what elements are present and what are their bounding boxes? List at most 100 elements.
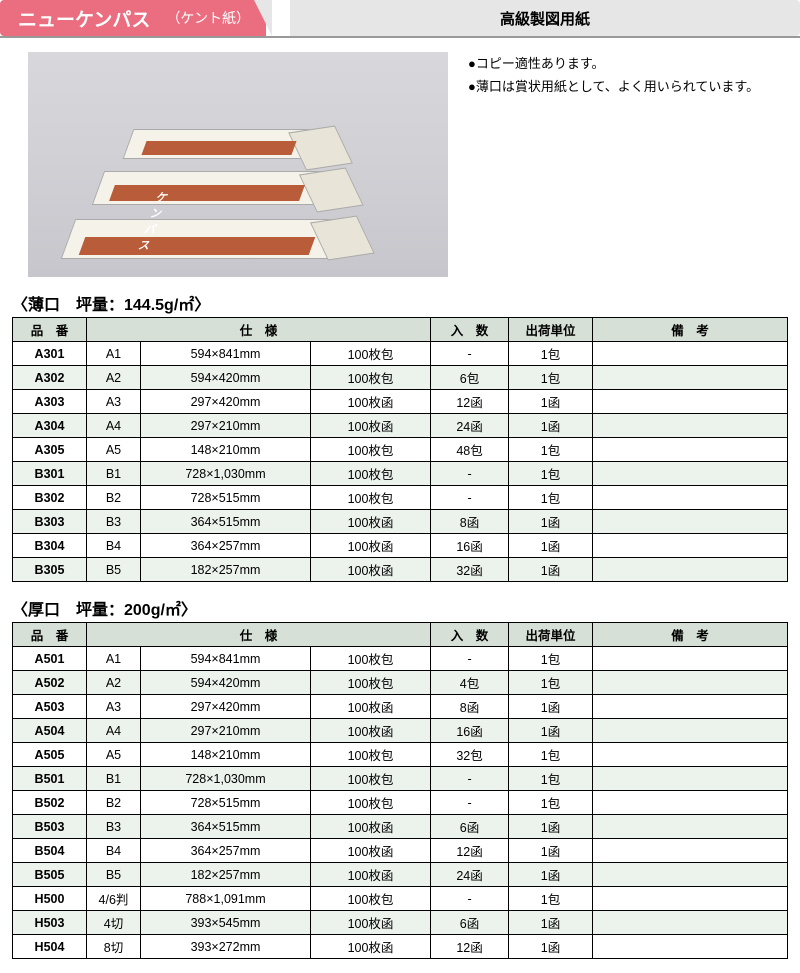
cell-dim: 148×210mm <box>141 743 311 767</box>
col-spec: 仕 様 <box>87 318 431 342</box>
cell-code: A305 <box>13 438 87 462</box>
cell-code: A301 <box>13 342 87 366</box>
table-row: A501A1594×841mm100枚包-1包 <box>13 647 788 671</box>
cell-size: A2 <box>87 366 141 390</box>
cell-size: A3 <box>87 390 141 414</box>
table-row: B304B4364×257mm100枚函16函1函 <box>13 534 788 558</box>
cell-size: A3 <box>87 695 141 719</box>
cell-size: B3 <box>87 510 141 534</box>
cell-ship: 1包 <box>509 791 593 815</box>
cell-ship: 1函 <box>509 510 593 534</box>
cell-dim: 364×515mm <box>141 815 311 839</box>
cell-note <box>593 767 788 791</box>
col-code: 品 番 <box>13 318 87 342</box>
cell-dim: 594×841mm <box>141 647 311 671</box>
cell-dim: 148×210mm <box>141 438 311 462</box>
cell-dim: 297×210mm <box>141 719 311 743</box>
top-section: ケンパス ●コピー適性あります。 ●薄口は賞状用紙として、よく用いられています。 <box>0 52 800 287</box>
cell-note <box>593 815 788 839</box>
col-qty: 入 数 <box>431 318 509 342</box>
cell-note <box>593 534 788 558</box>
cell-dim: 182×257mm <box>141 558 311 582</box>
cell-ship: 1包 <box>509 671 593 695</box>
cell-ship: 1包 <box>509 767 593 791</box>
cell-note <box>593 414 788 438</box>
cell-qty: 6函 <box>431 815 509 839</box>
col-note: 備 考 <box>593 623 788 647</box>
cell-ship: 1函 <box>509 558 593 582</box>
cell-qty: - <box>431 647 509 671</box>
cell-pack: 100枚函 <box>311 719 431 743</box>
table-row: B301B1728×1,030mm100枚包-1包 <box>13 462 788 486</box>
cell-ship: 1函 <box>509 390 593 414</box>
cell-pack: 100枚函 <box>311 695 431 719</box>
cell-dim: 297×210mm <box>141 414 311 438</box>
cell-qty: 24函 <box>431 414 509 438</box>
cell-dim: 728×515mm <box>141 486 311 510</box>
cell-ship: 1包 <box>509 438 593 462</box>
cell-qty: 8函 <box>431 695 509 719</box>
cell-code: A505 <box>13 743 87 767</box>
cell-size: A4 <box>87 719 141 743</box>
cell-pack: 100枚函 <box>311 414 431 438</box>
cell-size: B4 <box>87 534 141 558</box>
cell-dim: 297×420mm <box>141 390 311 414</box>
cell-pack: 100枚包 <box>311 671 431 695</box>
spec-tables: 〈薄口 坪量：144.5g/㎡〉品 番仕 様入 数出荷単位備 考A301A159… <box>0 291 800 959</box>
cell-size: A5 <box>87 438 141 462</box>
table-row: A504A4297×210mm100枚函16函1函 <box>13 719 788 743</box>
cell-dim: 182×257mm <box>141 863 311 887</box>
cell-code: B301 <box>13 462 87 486</box>
cell-dim: 297×420mm <box>141 695 311 719</box>
table-row: A303A3297×420mm100枚函12函1函 <box>13 390 788 414</box>
cell-dim: 788×1,091mm <box>141 887 311 911</box>
cell-size: 4切 <box>87 911 141 935</box>
cell-dim: 594×841mm <box>141 342 311 366</box>
cell-size: B1 <box>87 462 141 486</box>
spec-table: 品 番仕 様入 数出荷単位備 考A501A1594×841mm100枚包-1包A… <box>12 622 788 959</box>
cell-pack: 100枚函 <box>311 911 431 935</box>
cell-note <box>593 366 788 390</box>
cell-size: A2 <box>87 671 141 695</box>
spec-table: 品 番仕 様入 数出荷単位備 考A301A1594×841mm100枚包-1包A… <box>12 317 788 582</box>
cell-code: B504 <box>13 839 87 863</box>
col-note: 備 考 <box>593 318 788 342</box>
cell-note <box>593 839 788 863</box>
cell-code: B302 <box>13 486 87 510</box>
cell-code: B303 <box>13 510 87 534</box>
cell-qty: 48包 <box>431 438 509 462</box>
cell-qty: - <box>431 342 509 366</box>
cell-pack: 100枚包 <box>311 342 431 366</box>
col-qty: 入 数 <box>431 623 509 647</box>
cell-code: A503 <box>13 695 87 719</box>
cell-pack: 100枚包 <box>311 366 431 390</box>
cell-note <box>593 510 788 534</box>
cell-pack: 100枚函 <box>311 558 431 582</box>
cell-dim: 728×1,030mm <box>141 767 311 791</box>
cell-pack: 100枚包 <box>311 887 431 911</box>
cell-code: B501 <box>13 767 87 791</box>
table-row: A304A4297×210mm100枚函24函1函 <box>13 414 788 438</box>
cell-size: B5 <box>87 863 141 887</box>
cell-code: A304 <box>13 414 87 438</box>
cell-dim: 393×545mm <box>141 911 311 935</box>
product-title: ニューケンパス <box>0 0 162 36</box>
cell-code: B503 <box>13 815 87 839</box>
cell-pack: 100枚包 <box>311 486 431 510</box>
cell-note <box>593 462 788 486</box>
table-title: 〈薄口 坪量：144.5g/㎡〉 <box>12 291 800 315</box>
table-row: A505A5148×210mm100枚包32包1包 <box>13 743 788 767</box>
cell-ship: 1包 <box>509 647 593 671</box>
cell-qty: - <box>431 887 509 911</box>
cell-ship: 1函 <box>509 839 593 863</box>
cell-code: A504 <box>13 719 87 743</box>
cell-ship: 1函 <box>509 863 593 887</box>
cell-size: B5 <box>87 558 141 582</box>
cell-qty: 12函 <box>431 390 509 414</box>
table-row: A301A1594×841mm100枚包-1包 <box>13 342 788 366</box>
cell-ship: 1包 <box>509 743 593 767</box>
table-row: A302A2594×420mm100枚包6包1包 <box>13 366 788 390</box>
cell-note <box>593 671 788 695</box>
product-subtitle: （ケント紙） <box>162 0 266 36</box>
cell-size: B2 <box>87 486 141 510</box>
